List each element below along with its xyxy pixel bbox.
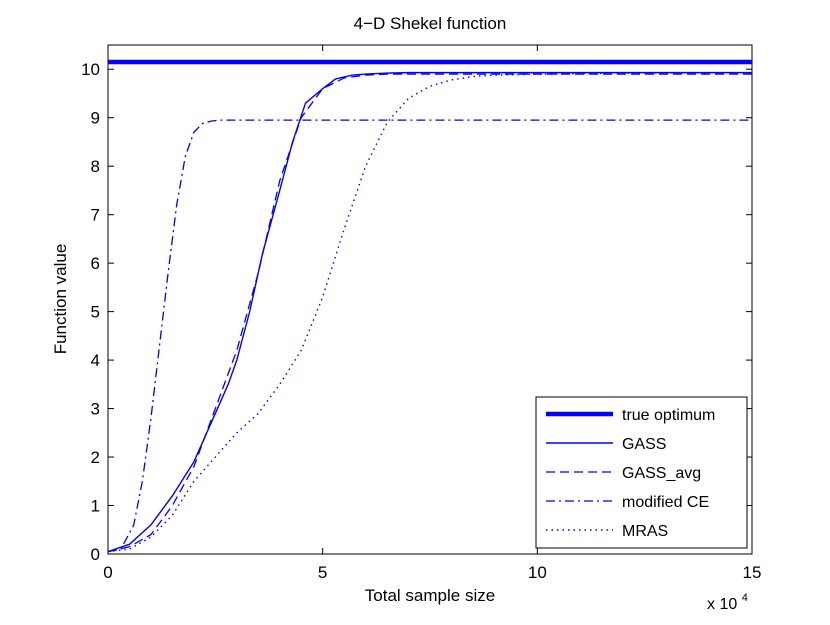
- y-tick-label: 8: [91, 157, 100, 176]
- y-tick-label: 5: [91, 303, 100, 322]
- y-tick-label: 3: [91, 400, 100, 419]
- legend-label: GASS: [622, 436, 666, 453]
- series-line-gass: [108, 71, 752, 553]
- x-tick-label: 0: [103, 563, 112, 582]
- axis-ticks: [107, 45, 753, 555]
- series-line-modified-ce: [108, 119, 752, 553]
- y-tick-label: 2: [91, 448, 100, 467]
- legend: true optimum GASS GASS_avg modified CE MRAS: [535, 396, 748, 549]
- chart-title: 4−D Shekel function: [354, 14, 507, 33]
- series-lines: [108, 59, 752, 553]
- legend-label: MRAS: [622, 523, 668, 540]
- series-line-gass-avg: [108, 73, 752, 553]
- x-axis-title: Total sample size: [365, 586, 495, 605]
- legend-label: GASS_avg: [622, 465, 701, 482]
- legend-label: true optimum: [622, 407, 715, 424]
- x-axis-multiplier-exponent: 4: [742, 592, 748, 604]
- y-tick-label: 10: [81, 60, 100, 79]
- tick-labels: 0 5 10 15 0 1 2 3 4 5 6 7 8 9 10: [81, 60, 761, 582]
- x-tick-label: 5: [318, 563, 327, 582]
- y-tick-label: 9: [91, 109, 100, 128]
- y-tick-label: 6: [91, 254, 100, 273]
- x-axis-multiplier-base: x 10: [707, 596, 737, 613]
- x-tick-label: 15: [743, 563, 762, 582]
- x-axis-multiplier: x 10 4: [707, 592, 748, 613]
- x-tick-label: 10: [528, 563, 547, 582]
- y-tick-label: 4: [91, 351, 100, 370]
- series-line-mras: [108, 71, 752, 553]
- y-tick-label: 1: [91, 497, 100, 516]
- y-tick-label: 0: [91, 545, 100, 564]
- legend-label: modified CE: [622, 494, 709, 511]
- legend-box: [535, 396, 748, 549]
- y-axis-title: Function value: [51, 244, 70, 355]
- y-tick-label: 7: [91, 206, 100, 225]
